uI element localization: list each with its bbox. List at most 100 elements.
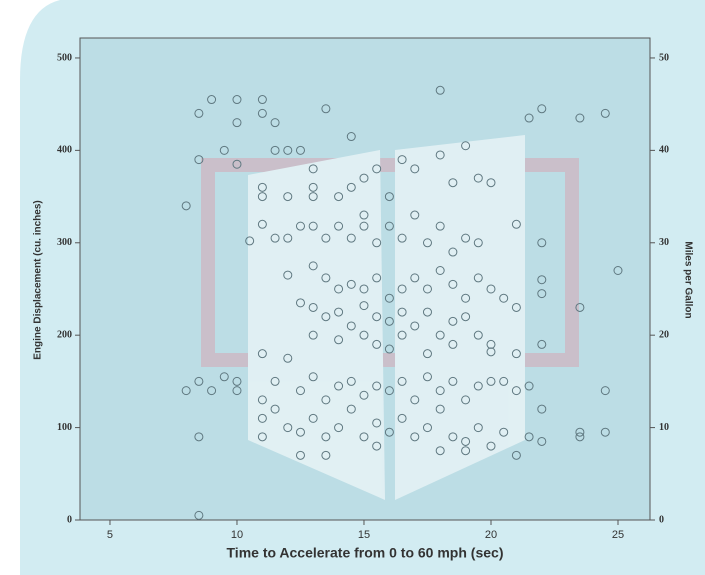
point [461,446,471,456]
point [435,221,445,231]
point [486,441,496,451]
point [461,395,471,405]
point [334,221,344,231]
point [194,155,204,165]
point [461,436,471,446]
point [194,108,204,118]
point [461,233,471,243]
point [384,427,394,437]
point [499,427,509,437]
point [448,432,458,442]
y-tick-label: 100 [57,422,72,433]
point [422,284,432,294]
point [410,210,420,220]
point [283,270,293,280]
point [295,298,305,308]
point [295,145,305,155]
point [257,192,267,202]
point [397,155,407,165]
point [422,349,432,359]
point [511,219,521,229]
point [321,432,331,442]
point [321,233,331,243]
point [372,381,382,391]
point [334,381,344,391]
point [422,307,432,317]
point [511,450,521,460]
point [537,436,547,446]
point [207,386,217,396]
point [600,386,610,396]
point [486,178,496,188]
point [219,372,229,382]
x-tick-label: 10 [231,529,243,541]
point [359,330,369,340]
point [384,386,394,396]
point [245,236,255,246]
point [257,395,267,405]
point [308,221,318,231]
point [461,141,471,151]
point [219,145,229,155]
x-tick-label: 25 [612,529,624,541]
point [321,273,331,283]
point [461,293,471,303]
point [334,284,344,294]
point [397,330,407,340]
y2-tick-label: 0 [659,514,664,525]
point [397,413,407,423]
point [334,307,344,317]
point [575,113,585,123]
x-tick-label: 20 [485,529,497,541]
point [194,376,204,386]
point [384,344,394,354]
point [359,173,369,183]
point [435,386,445,396]
point [346,132,356,142]
point [435,265,445,275]
point [435,404,445,414]
point [283,145,293,155]
point [308,164,318,174]
point [194,510,204,520]
point [410,432,420,442]
point [524,113,534,123]
point [575,302,585,312]
point [473,330,483,340]
point [308,302,318,312]
point [422,238,432,248]
point [321,395,331,405]
watermark [201,135,579,500]
point [232,159,242,169]
point [435,330,445,340]
point [397,233,407,243]
point [422,423,432,433]
point [397,284,407,294]
point [372,339,382,349]
point [295,386,305,396]
point [232,386,242,396]
point [473,173,483,183]
point [346,376,356,386]
point [295,427,305,437]
point [422,372,432,382]
point [283,423,293,433]
point [435,446,445,456]
point [321,104,331,114]
point [384,221,394,231]
point [537,238,547,248]
point [372,238,382,248]
point [473,273,483,283]
point [410,321,420,331]
point [511,349,521,359]
point [283,353,293,363]
y2-axis-label: Miles per Gallon [682,241,693,318]
point [448,247,458,257]
point [372,164,382,174]
point [600,427,610,437]
point [359,390,369,400]
point [435,85,445,95]
point [575,427,585,437]
y2-tick-label: 50 [659,52,669,63]
